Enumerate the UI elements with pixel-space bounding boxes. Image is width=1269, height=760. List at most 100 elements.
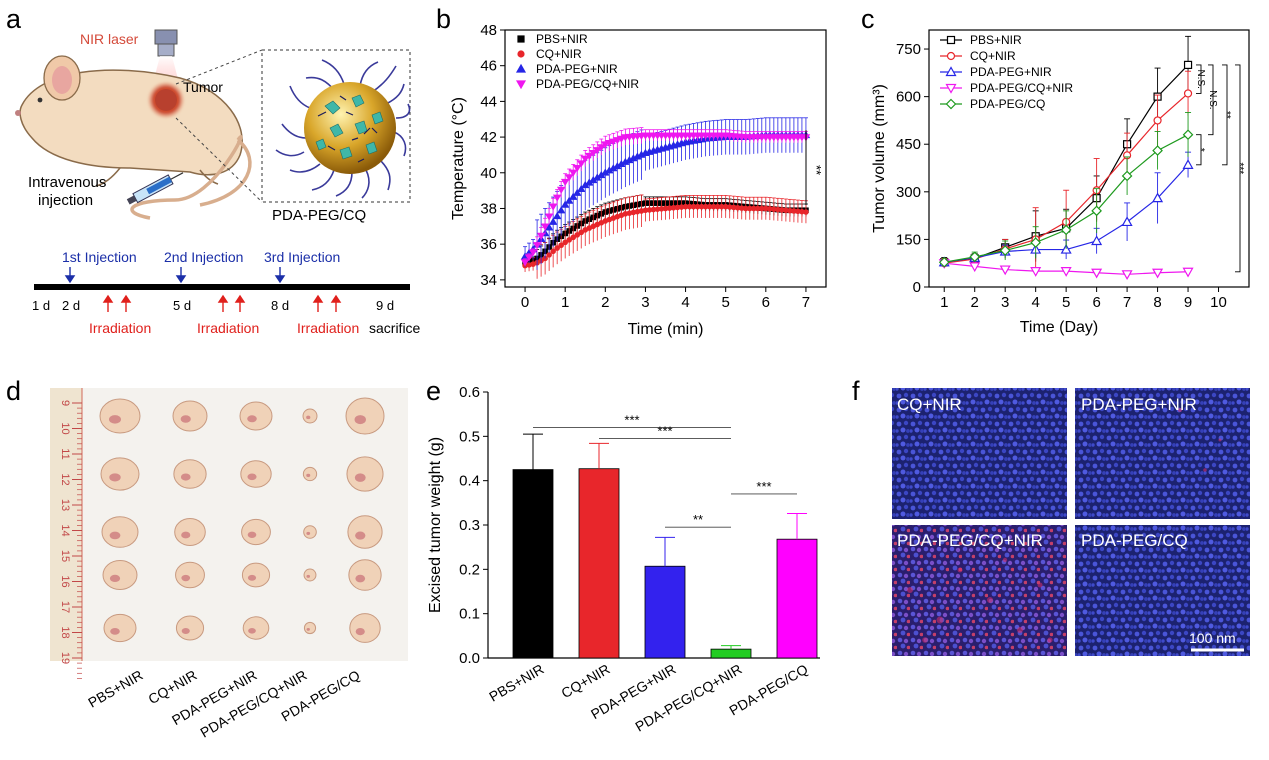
chart-c-point [1182,267,1194,278]
tumor-specimen [349,613,381,643]
chart-b-point [570,234,577,241]
fluorescence-image-3 [892,525,1067,656]
chart-c-sig-bracket [1196,134,1202,166]
chart-b-point [580,155,590,163]
tumor-specimen [242,616,270,640]
chart-e-sig-label: ** [693,512,703,527]
tumor-specimen [103,613,137,643]
chart-c-sig-label: N.S. [1207,90,1218,109]
chart-c-point [1183,89,1193,98]
chart-e-bar [710,648,752,659]
ruler-ticks: 9 10 11 12 13 14 15 16 17 18 19 [59,400,82,679]
tumor-specimen [100,457,140,491]
chart-c-point [1060,267,1072,277]
tumor-vessel [354,473,366,482]
chart-b-point [605,139,614,148]
chart-e-bar [644,565,686,659]
chart-e-bar [578,468,620,659]
tumor-vessel [247,531,257,538]
chart-e-ytick-label: 0.0 [459,650,480,667]
chart-e-sig-label: *** [756,479,771,494]
chart-b-ytick-label: 48 [480,22,497,39]
chart-b-ytick-label: 38 [480,200,497,217]
chart-b-point [576,160,586,168]
tumor-label: Tumor [183,79,223,95]
chart-b-point [568,169,578,177]
chart-e-category-label: PDA-PEG/CQ+NIR [632,661,744,735]
tumor-specimen [303,621,317,635]
zoom-box [261,49,411,203]
ruler-tick-label: 15 [59,550,71,562]
chart-b-ytick-label: 34 [480,272,497,289]
chart-c-xtick-label: 10 [1210,294,1227,311]
chart-b-point [578,229,585,236]
tumor-specimen [102,560,138,590]
panel-label-b: b [436,4,451,34]
chart-c-sig-bracket [1208,64,1214,136]
chart-b-series-3 [520,127,811,267]
chart-b-ytick-label: 36 [480,236,497,253]
chart-e-ytick-label: 0.4 [459,473,480,490]
tumor-vessel [306,473,311,478]
tumor-vessel [247,574,257,581]
chart-c-xtick-label: 2 [971,294,979,311]
chart-c-point [1060,243,1072,254]
chart-c-xtick-label: 6 [1092,294,1100,311]
chart-b-ytick-label: 42 [480,129,497,146]
chart-b-xtick-label: 6 [762,294,770,311]
tumor-vessel [247,473,257,481]
fluorescence-image-1 [892,388,1067,519]
chart-c-series-2 [938,151,1194,267]
chart-b-point [572,188,582,196]
chart-c-point [1152,268,1164,279]
tumor-specimen [302,466,318,482]
chart-b-point [532,242,542,250]
tumor-vessel [181,628,190,634]
tumor-specimen [99,398,141,434]
chart-c-frame [928,29,1250,288]
chart-c-point [999,245,1011,256]
tumor-specimen [239,401,273,431]
chart-c-ytick-label: 450 [896,136,921,153]
treatment-timeline: 1st Injection 2nd Injection 3rd Injectio… [32,249,421,336]
panel-d: d 9 10 11 12 13 14 15 16 17 18 19 PBS+NIR CQ+NIRPDA… [6,376,408,741]
irradiation-label-2: Irradiation [197,320,259,336]
chart-c-sig-label: * [1195,148,1206,152]
irradiation-label-1: Irradiation [89,320,151,336]
ruler-tick-label: 16 [59,575,71,587]
chart-c-xlabel: Time (Day) [1020,319,1099,336]
chart-c-sig-label: N.S. [1195,69,1206,88]
chart-b-legend-label: PDA-PEG/CQ+NIR [536,77,639,91]
tumor-specimen [347,515,383,549]
chart-b-xtick-label: 1 [561,294,569,311]
chart-b-point [576,184,586,192]
chart-c-xtick-label: 7 [1123,294,1131,311]
tumor-vessel [306,574,311,578]
chart-b-legend-marker [517,50,525,58]
chart-b-xtick-label: 5 [722,294,730,311]
tumor-specimen [302,408,318,424]
chart-b-point [558,242,564,249]
chart-b-frame [504,29,827,288]
ruler-tick-label: 17 [59,601,71,613]
panel-label-d: d [6,376,21,406]
chart-c-point [1030,267,1042,277]
ruler-tick-label: 9 [59,400,71,406]
chart-e-bar [512,469,554,659]
chart-b-point [554,245,560,251]
tumor-vessel [180,473,191,481]
fluorescence-label-4: PDA-PEG/CQ [1081,531,1188,550]
chart-e-ytick-label: 0.5 [459,428,480,445]
tumor-specimen [303,568,317,582]
chart-b-xlabel: Time (min) [628,321,704,338]
chart-c-sig-label: ** [1221,111,1232,119]
chart-b-sig-label: ** [809,165,824,175]
chart-b-point [548,217,558,225]
chart-b-point [552,211,562,220]
timeline-injection-1: 1st Injection [62,249,137,265]
tumor-weight-chart: 0.0 0.1 0.2 0.3 0.4 0.5 0.6 Excised tumor weigh… [427,384,820,735]
chart-b-xtick-label: 2 [601,294,609,311]
tumor-vessel [181,574,191,582]
